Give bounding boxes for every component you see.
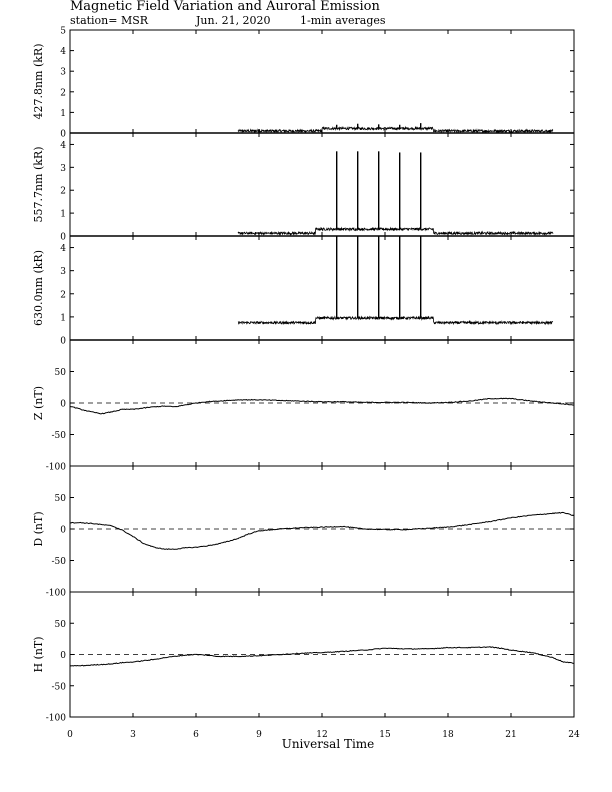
y-tick-label: -50 <box>52 682 67 692</box>
y-tick-label: 1 <box>60 109 66 119</box>
series-line <box>69 646 575 667</box>
y-tick-label: 4 <box>60 244 66 254</box>
averaging-label: 1-min averages <box>300 14 386 27</box>
panel-1: 0 1 2 3 4 5 427.8nm (kR) <box>32 27 575 140</box>
x-tick-label: 15 <box>379 730 391 740</box>
y-tick-label: 50 <box>55 494 67 504</box>
panel-4: -100 -50 0 50 Z (nT) <box>32 339 575 473</box>
y-axis-label: H (nT) <box>32 636 45 672</box>
y-tick-label: 0 <box>60 130 66 140</box>
y-tick-label: -100 <box>46 714 66 724</box>
series-line <box>237 125 554 134</box>
y-tick-label: 50 <box>55 368 67 378</box>
y-tick-label: 3 <box>60 68 66 78</box>
x-tick-label: 21 <box>505 730 516 740</box>
y-tick-label: 4 <box>60 47 66 57</box>
x-tick-label: 6 <box>193 730 199 740</box>
x-tick-label: 3 <box>130 730 136 740</box>
series-line <box>237 226 554 237</box>
y-tick-label: 0 <box>60 526 66 536</box>
series-line <box>69 397 575 415</box>
y-tick-label: 1 <box>60 313 66 323</box>
y-axis-label: D (nT) <box>32 511 45 546</box>
panels: 0 1 2 3 4 5 427.8nm (kR) 0 1 2 3 4 557.7nm (kR) 0 1 2 3 4… <box>32 27 575 724</box>
x-tick-label: 18 <box>442 730 454 740</box>
chart-title: Magnetic Field Variation and Auroral Emi… <box>70 0 380 14</box>
x-tick-label: 9 <box>256 730 262 740</box>
y-tick-label: 50 <box>55 620 67 630</box>
station-label: station= MSR <box>70 14 149 27</box>
y-axis-label: 427.8nm (kR) <box>32 43 45 119</box>
panel-frame <box>69 132 575 237</box>
y-tick-label: 2 <box>60 187 66 197</box>
y-tick-label: -50 <box>52 431 67 441</box>
y-tick-label: 0 <box>60 651 66 661</box>
series-line <box>237 315 554 326</box>
y-tick-label: 4 <box>60 141 66 151</box>
panel-3: 0 1 2 3 4 630.0nm (kR) <box>32 235 575 347</box>
y-tick-label: 2 <box>60 88 66 98</box>
x-tick-label: 0 <box>67 730 73 740</box>
x-tick-label: 24 <box>568 730 580 740</box>
y-axis-label: 630.0nm (kR) <box>32 250 45 326</box>
x-axis-label: Universal Time <box>282 737 375 751</box>
series-line <box>69 511 575 550</box>
panel-2: 0 1 2 3 4 557.7nm (kR) <box>32 132 575 243</box>
y-tick-label: 2 <box>60 290 66 300</box>
date-label: Jun. 21, 2020 <box>195 14 271 27</box>
y-tick-label: 3 <box>60 267 66 277</box>
y-axis-label: Z (nT) <box>32 386 45 420</box>
y-tick-label: 0 <box>60 337 66 347</box>
y-tick-label: -100 <box>46 463 66 473</box>
panel-6: -100 -50 0 50 H (nT) <box>32 591 575 724</box>
y-tick-label: 0 <box>60 233 66 243</box>
panel-frame <box>69 29 575 134</box>
y-tick-label: 1 <box>60 210 66 220</box>
y-axis-label: 557.7nm (kR) <box>32 146 45 222</box>
panel-5: -100 -50 0 50 D (nT) <box>32 465 575 599</box>
panel-frame <box>69 235 575 341</box>
x-tick-label: 12 <box>316 730 327 740</box>
y-tick-label: -100 <box>46 589 66 599</box>
y-tick-label: 5 <box>60 27 66 37</box>
y-tick-label: -50 <box>52 557 67 567</box>
y-tick-label: 0 <box>60 400 66 410</box>
y-tick-label: 3 <box>60 164 66 174</box>
x-axis: 0 3 6 9 12 15 18 21 24 <box>67 730 580 740</box>
